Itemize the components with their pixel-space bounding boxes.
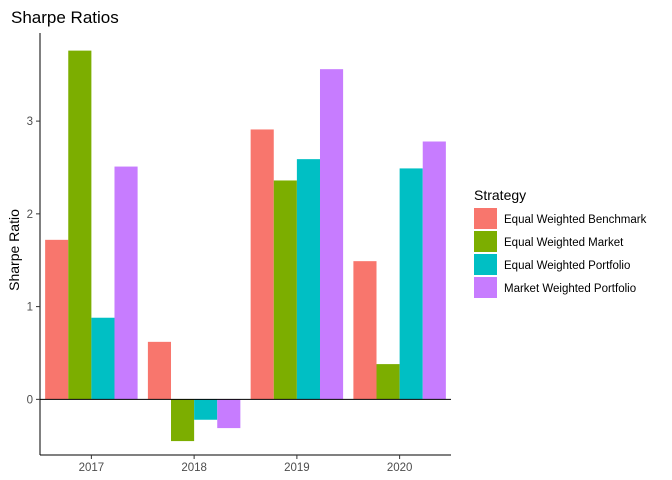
bar-2019-series-3 bbox=[296, 159, 320, 400]
bar-2018-series-2 bbox=[171, 399, 195, 442]
x-tick-label: 2020 bbox=[387, 462, 413, 474]
y-tick-label: 2 bbox=[27, 209, 33, 221]
bar-2018-series-3 bbox=[194, 399, 218, 420]
bar-2018-series-4 bbox=[217, 399, 241, 429]
bar-2020-series-1 bbox=[353, 261, 377, 400]
y-tick-label: 0 bbox=[27, 394, 33, 406]
bar-2019-series-4 bbox=[319, 69, 344, 400]
bar-2019-series-2 bbox=[273, 180, 297, 400]
chart-title: Sharpe Ratios bbox=[11, 8, 119, 27]
bar-2020-series-2 bbox=[376, 364, 400, 400]
legend-label-4: Market Weighted Portfolio bbox=[504, 283, 636, 295]
bar-2020-series-4 bbox=[422, 141, 446, 400]
x-tick-label: 2018 bbox=[181, 462, 207, 474]
legend: Strategy Equal Weighted Benchmark Equal We… bbox=[474, 187, 647, 298]
legend-swatch-2 bbox=[474, 231, 497, 252]
x-tick-label: 2019 bbox=[284, 462, 310, 474]
legend-label-2: Equal Weighted Market bbox=[504, 237, 624, 249]
legend-swatch-4 bbox=[474, 277, 497, 298]
y-axis-title: Sharpe Ratio bbox=[6, 209, 22, 291]
bar-2017-series-2 bbox=[68, 50, 92, 400]
legend-title: Strategy bbox=[474, 187, 526, 203]
y-tick-label: 1 bbox=[27, 302, 33, 314]
bar-2019-series-1 bbox=[250, 129, 274, 400]
bar-2017-series-4 bbox=[114, 166, 138, 400]
legend-swatch-3 bbox=[474, 254, 497, 275]
plot-area: 0 1 2 3 2017 2018 2019 2020 bbox=[27, 33, 451, 474]
bar-2018-series-1 bbox=[147, 341, 172, 400]
legend-swatch-1 bbox=[474, 208, 497, 229]
bar-2017-series-3 bbox=[91, 317, 115, 400]
bar-2017-series-1 bbox=[45, 239, 69, 400]
bar-2020-series-3 bbox=[399, 168, 423, 400]
legend-label-3: Equal Weighted Portfolio bbox=[504, 260, 630, 272]
x-tick-label: 2017 bbox=[79, 462, 105, 474]
legend-label-1: Equal Weighted Benchmark bbox=[504, 214, 647, 226]
y-tick-label: 3 bbox=[27, 116, 33, 128]
